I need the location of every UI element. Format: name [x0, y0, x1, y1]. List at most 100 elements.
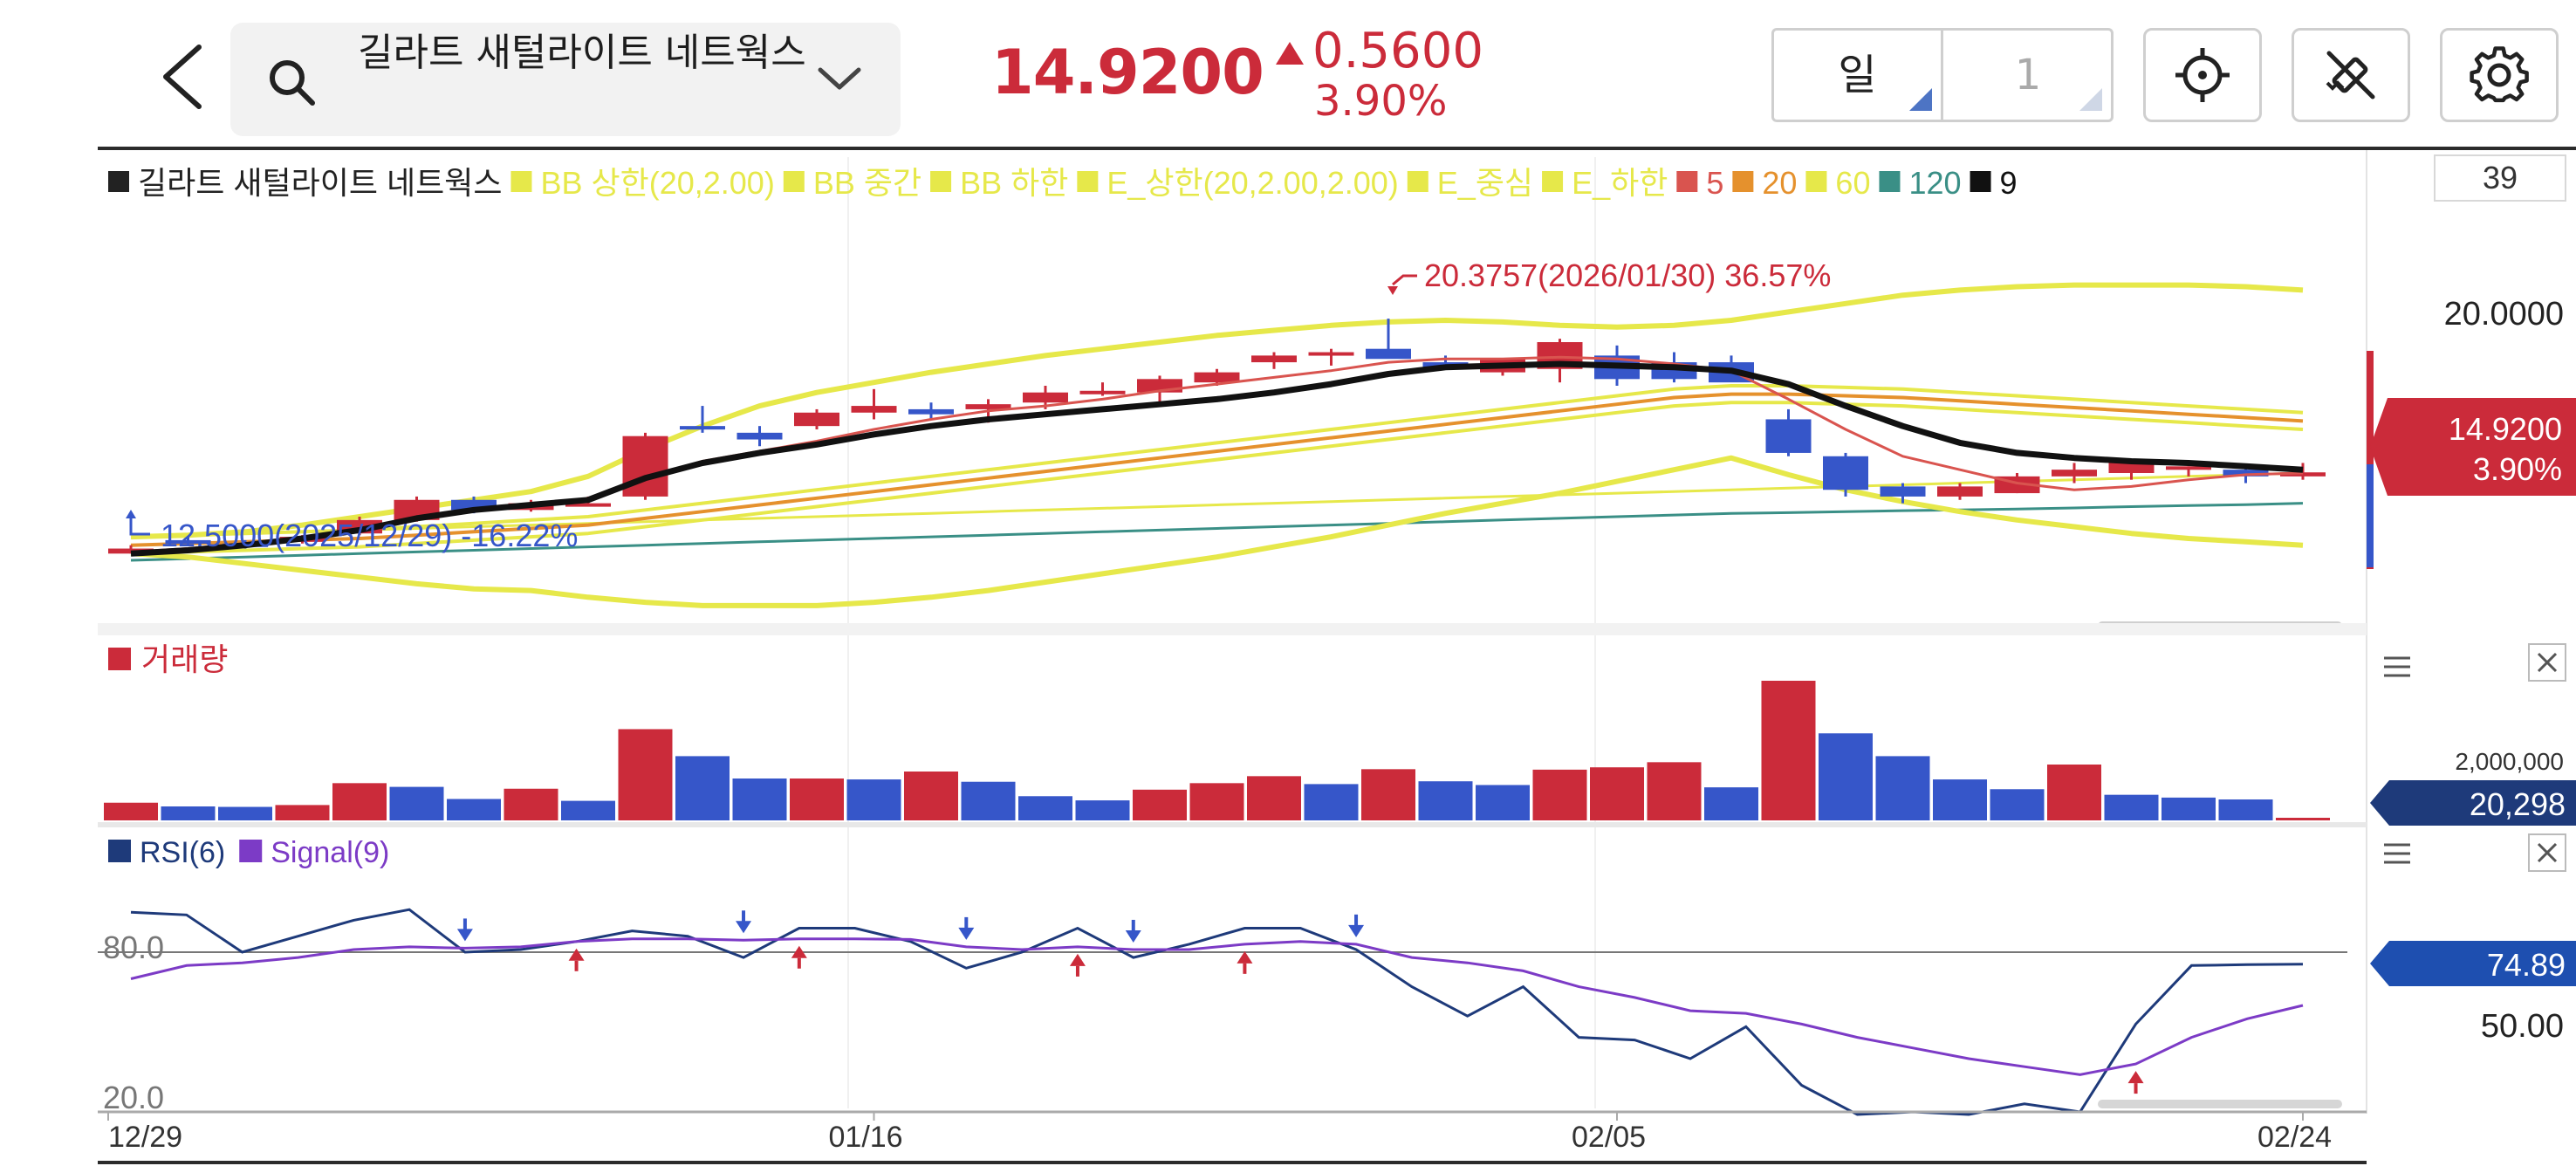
volume-current-tag: 20,298 — [2370, 780, 2576, 826]
volume-current-label: 20,298 — [2470, 786, 2566, 822]
arrow-head — [456, 929, 473, 942]
arrow-head — [1069, 953, 1086, 966]
volume-bar — [1590, 767, 1644, 820]
candle-body — [451, 499, 497, 511]
candle — [1079, 382, 1126, 396]
rsi-legend-item: Signal(9) — [239, 836, 389, 869]
rsi-close-icon[interactable] — [2528, 833, 2566, 872]
stock-search-box[interactable]: 길라트 새털라이트 네트웍스 — [230, 23, 901, 136]
search-icon — [265, 56, 318, 108]
legend-item: 길라트 새털라이트 네트웍스 — [108, 165, 502, 201]
erase-drawing-button[interactable] — [2292, 28, 2410, 122]
legend-swatch — [783, 171, 805, 192]
candle-body — [1823, 456, 1868, 490]
low-annotation-text: 12.5000(2025/12/29) -16.22% — [161, 518, 578, 553]
candle — [1308, 348, 1354, 366]
legend-label: E_상한(20,2.00,2.00) — [1106, 165, 1398, 201]
candle — [1937, 483, 1983, 500]
candle-body — [1765, 419, 1812, 453]
volume-bar — [1418, 781, 1473, 820]
corner-triangle-icon — [1909, 88, 1932, 111]
candle-body — [565, 503, 611, 507]
candle-body — [2166, 466, 2211, 470]
volume-close-icon[interactable] — [2528, 643, 2566, 682]
candle — [1880, 483, 1926, 504]
crosshair-icon — [2175, 48, 2230, 102]
volume-bar — [1476, 785, 1530, 820]
candle-body — [1251, 355, 1297, 363]
arrow-head — [958, 927, 975, 940]
legend-label: E_중심 — [1437, 165, 1533, 201]
volume-bar — [675, 756, 730, 820]
chevron-down-icon[interactable] — [815, 61, 864, 96]
volume-bar — [561, 800, 615, 820]
stock-chart[interactable]: 길라트 새털라이트 네트웍스 BB 상한(20,2.00) BB 중간 BB 하한 E_… — [0, 150, 2576, 1166]
period-selector: 일 1 — [1771, 28, 2114, 122]
legend-item: BB 중간 — [783, 165, 921, 201]
sell-signal-icon — [736, 910, 752, 934]
rsi-axis-tick: 50.00 — [2481, 1008, 2564, 1045]
volume-bar — [1189, 783, 1244, 820]
legend-label: BB 하한 — [960, 165, 1068, 201]
legend-item: 60 — [1805, 165, 1870, 201]
arrow-head — [736, 921, 752, 934]
volume-bar — [732, 778, 787, 820]
price-pane — [108, 282, 2326, 608]
legend-swatch — [1676, 171, 1698, 192]
buy-signal-icon — [791, 945, 807, 969]
current-price-axis-label: 14.9200 — [2449, 411, 2562, 447]
candle — [1366, 319, 1411, 360]
high-annotation-text: 20.3757(2026/01/30) 36.57% — [1424, 257, 1831, 293]
candle-body — [1079, 390, 1126, 394]
volume-bar — [1075, 800, 1130, 820]
rsi-scroll-thumb[interactable] — [2098, 1100, 2342, 1108]
volume-bar — [1819, 733, 1873, 820]
legend-swatch — [510, 171, 532, 192]
legend-item: 9 — [1970, 165, 2018, 201]
settings-button[interactable] — [2440, 28, 2559, 122]
legend-item: E_중심 — [1407, 165, 1533, 201]
candle-body — [2280, 472, 2326, 477]
x-axis: 12/29 01/16 02/05 02/24 — [107, 1112, 2332, 1154]
legend-item: E_하한 — [1542, 165, 1668, 201]
volume-bar — [332, 783, 387, 820]
volume-bar — [618, 729, 673, 820]
arrow-head — [1237, 950, 1253, 964]
period-unit-button[interactable]: 일 — [1774, 31, 1943, 120]
back-chevron-icon[interactable] — [154, 42, 216, 112]
legend-item: 120 — [1879, 165, 1962, 201]
legend-swatch — [1407, 171, 1428, 192]
legend-item: BB 상한(20,2.00) — [510, 165, 775, 201]
period-value-button[interactable]: 1 — [1945, 31, 2111, 120]
current-pct-axis-label: 3.90% — [2473, 451, 2562, 487]
candle-body — [1937, 486, 1983, 497]
candle-body — [794, 412, 839, 427]
price-change-percent: 3.90% — [1314, 77, 1448, 126]
rsi-current-label: 74.89 — [2487, 947, 2566, 983]
buy-signal-icon — [1237, 950, 1253, 974]
volume-title: 거래량 — [141, 641, 228, 677]
bb-upper-line — [130, 282, 2304, 540]
arrow-head — [568, 948, 585, 961]
candle — [165, 537, 211, 545]
draw-erase-icon — [2326, 51, 2375, 99]
volume-bar — [104, 802, 158, 820]
volume-bar — [389, 786, 444, 820]
x-tick-label: 12/29 — [108, 1121, 182, 1154]
signal-line — [130, 937, 2304, 1076]
candle-body — [2108, 463, 2155, 473]
rsi-legend: RSI(6) Signal(9) — [108, 836, 389, 869]
candle-body — [965, 404, 1011, 409]
arrow-head — [2127, 1071, 2144, 1084]
volume-menu-icon[interactable] — [2384, 656, 2410, 677]
volume-bar — [504, 788, 558, 820]
crosshair-button[interactable] — [2143, 28, 2262, 122]
volume-bar — [1990, 789, 2045, 820]
candle — [794, 408, 839, 429]
price-change: 0.5600 — [1312, 23, 1483, 79]
candle — [1251, 352, 1297, 369]
legend-item: E_상한(20,2.00,2.00) — [1077, 165, 1399, 201]
volume-bar — [2276, 818, 2330, 820]
legend-label: RSI(6) — [140, 836, 225, 869]
rsi-menu-icon[interactable] — [2384, 843, 2410, 864]
